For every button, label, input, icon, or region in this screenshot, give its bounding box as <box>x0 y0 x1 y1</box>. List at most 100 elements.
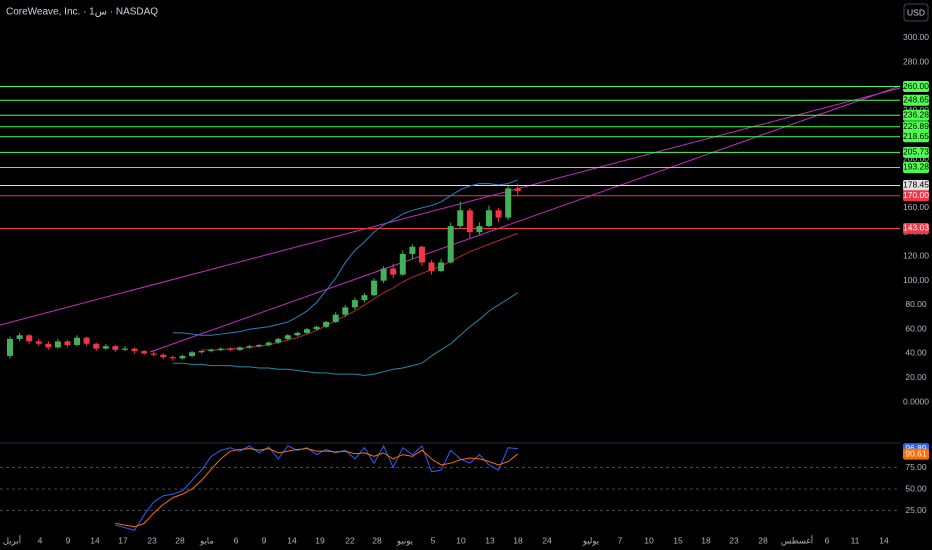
candle-body <box>466 210 473 233</box>
candle-body <box>428 262 435 271</box>
candle-body <box>217 348 224 350</box>
level-tag-label: 226.89 <box>903 121 929 131</box>
y-tick-label: 20.00 <box>905 372 927 382</box>
candle-body <box>16 335 23 339</box>
x-tick-label: 18 <box>701 535 711 545</box>
x-tick-label: 6 <box>234 535 239 545</box>
x-tick-label: 14 <box>287 535 297 545</box>
candle-body <box>35 341 42 344</box>
y-tick-label: 50.00 <box>905 483 927 493</box>
value-tag-label: 90.61 <box>905 448 927 458</box>
candle-body <box>256 344 263 347</box>
candle-body <box>189 352 196 356</box>
x-tick-label: 28 <box>175 535 185 545</box>
x-tick-label: 28 <box>372 535 382 545</box>
level-tag-label: 178.45 <box>903 180 929 190</box>
overlay-line <box>201 232 518 351</box>
x-tick-label: 15 <box>673 535 683 545</box>
candle-body <box>275 338 282 343</box>
x-tick-label: 4 <box>38 535 43 545</box>
candle-body <box>74 337 81 345</box>
x-tick-label: أبريل <box>3 533 21 546</box>
level-tag-label: 205.73 <box>903 147 929 157</box>
y-tick-label: 0.0000 <box>903 396 929 406</box>
level-tag <box>903 161 929 173</box>
candle-body <box>54 341 61 348</box>
y-tick-label: 25.00 <box>905 505 927 515</box>
candle-body <box>380 268 387 281</box>
level-tag <box>903 94 929 106</box>
trendline <box>149 85 901 353</box>
level-tag-label: 218.65 <box>903 131 929 141</box>
candle-body <box>198 351 205 353</box>
x-tick-label: 17 <box>118 535 128 545</box>
candle-body <box>457 210 464 227</box>
x-tick-label: أغسطس <box>781 533 813 546</box>
y-tick-label: 80.00 <box>905 299 927 309</box>
candle-body <box>131 348 138 352</box>
y-tick-label: 160.00 <box>903 202 929 212</box>
candle-body <box>303 329 310 333</box>
candle-body <box>150 353 157 355</box>
candle-body <box>64 341 71 345</box>
candle-body <box>236 347 243 350</box>
x-tick-label: 23 <box>147 535 157 545</box>
candle-body <box>208 349 215 352</box>
level-tag <box>903 222 929 234</box>
y-tick-label: 75.00 <box>905 462 927 472</box>
y-tick-label: 60.00 <box>905 323 927 333</box>
candle-body <box>495 210 502 218</box>
y-tick-label: 100.00 <box>903 275 929 285</box>
candle-body <box>332 314 339 322</box>
candle-body <box>505 188 512 218</box>
oscillator-line <box>115 444 518 531</box>
x-tick-label: 11 <box>851 535 860 545</box>
y-tick-label: 200.00 <box>903 154 929 164</box>
candle-body <box>418 246 425 263</box>
candle-body <box>83 337 90 344</box>
candle-body <box>112 346 119 350</box>
candle-body <box>390 268 397 275</box>
x-tick-label: يونيو <box>396 535 414 546</box>
x-tick-label: مايو <box>199 535 214 546</box>
level-tag <box>903 109 929 121</box>
candle-body <box>361 295 368 301</box>
candle-body <box>438 262 445 271</box>
level-tag-label: 193.28 <box>903 162 929 172</box>
candle-body <box>265 342 272 345</box>
candle-body <box>121 348 128 350</box>
value-tag <box>903 448 929 460</box>
level-tag <box>903 146 929 158</box>
candle-body <box>323 321 330 327</box>
candle-body <box>45 343 52 348</box>
x-tick-label: 23 <box>729 535 739 545</box>
candle-body <box>351 300 358 308</box>
candle-body <box>246 346 253 348</box>
x-tick-label: 6 <box>825 535 830 545</box>
candle-body <box>102 346 109 349</box>
level-tag <box>903 81 929 93</box>
candle-body <box>486 210 492 227</box>
level-tag <box>903 131 929 143</box>
candle-body <box>294 332 301 336</box>
candle-body <box>93 343 100 349</box>
y-tick-label: 40.00 <box>905 348 927 358</box>
overlay-line <box>172 179 518 336</box>
candle-body <box>284 335 291 339</box>
currency-button[interactable] <box>903 3 929 22</box>
y-tick-label: 120.00 <box>903 251 929 261</box>
x-tick-label: 14 <box>879 535 889 545</box>
x-tick-label: 9 <box>66 535 71 545</box>
level-tag-label: 260.00 <box>903 81 929 91</box>
x-tick-label: 24 <box>542 535 552 545</box>
level-tag-label: 143.03 <box>903 223 929 233</box>
level-tag <box>903 179 929 191</box>
level-tag-label: 170.00 <box>903 190 929 200</box>
x-tick-label: 5 <box>431 535 436 545</box>
x-tick-label: 9 <box>262 535 267 545</box>
level-tag-label: 236.28 <box>903 110 929 120</box>
candle-body <box>26 335 33 342</box>
currency-label[interactable]: USD <box>907 7 925 17</box>
chart-title: CoreWeave, Inc. · 1س · NASDAQ <box>6 7 158 18</box>
